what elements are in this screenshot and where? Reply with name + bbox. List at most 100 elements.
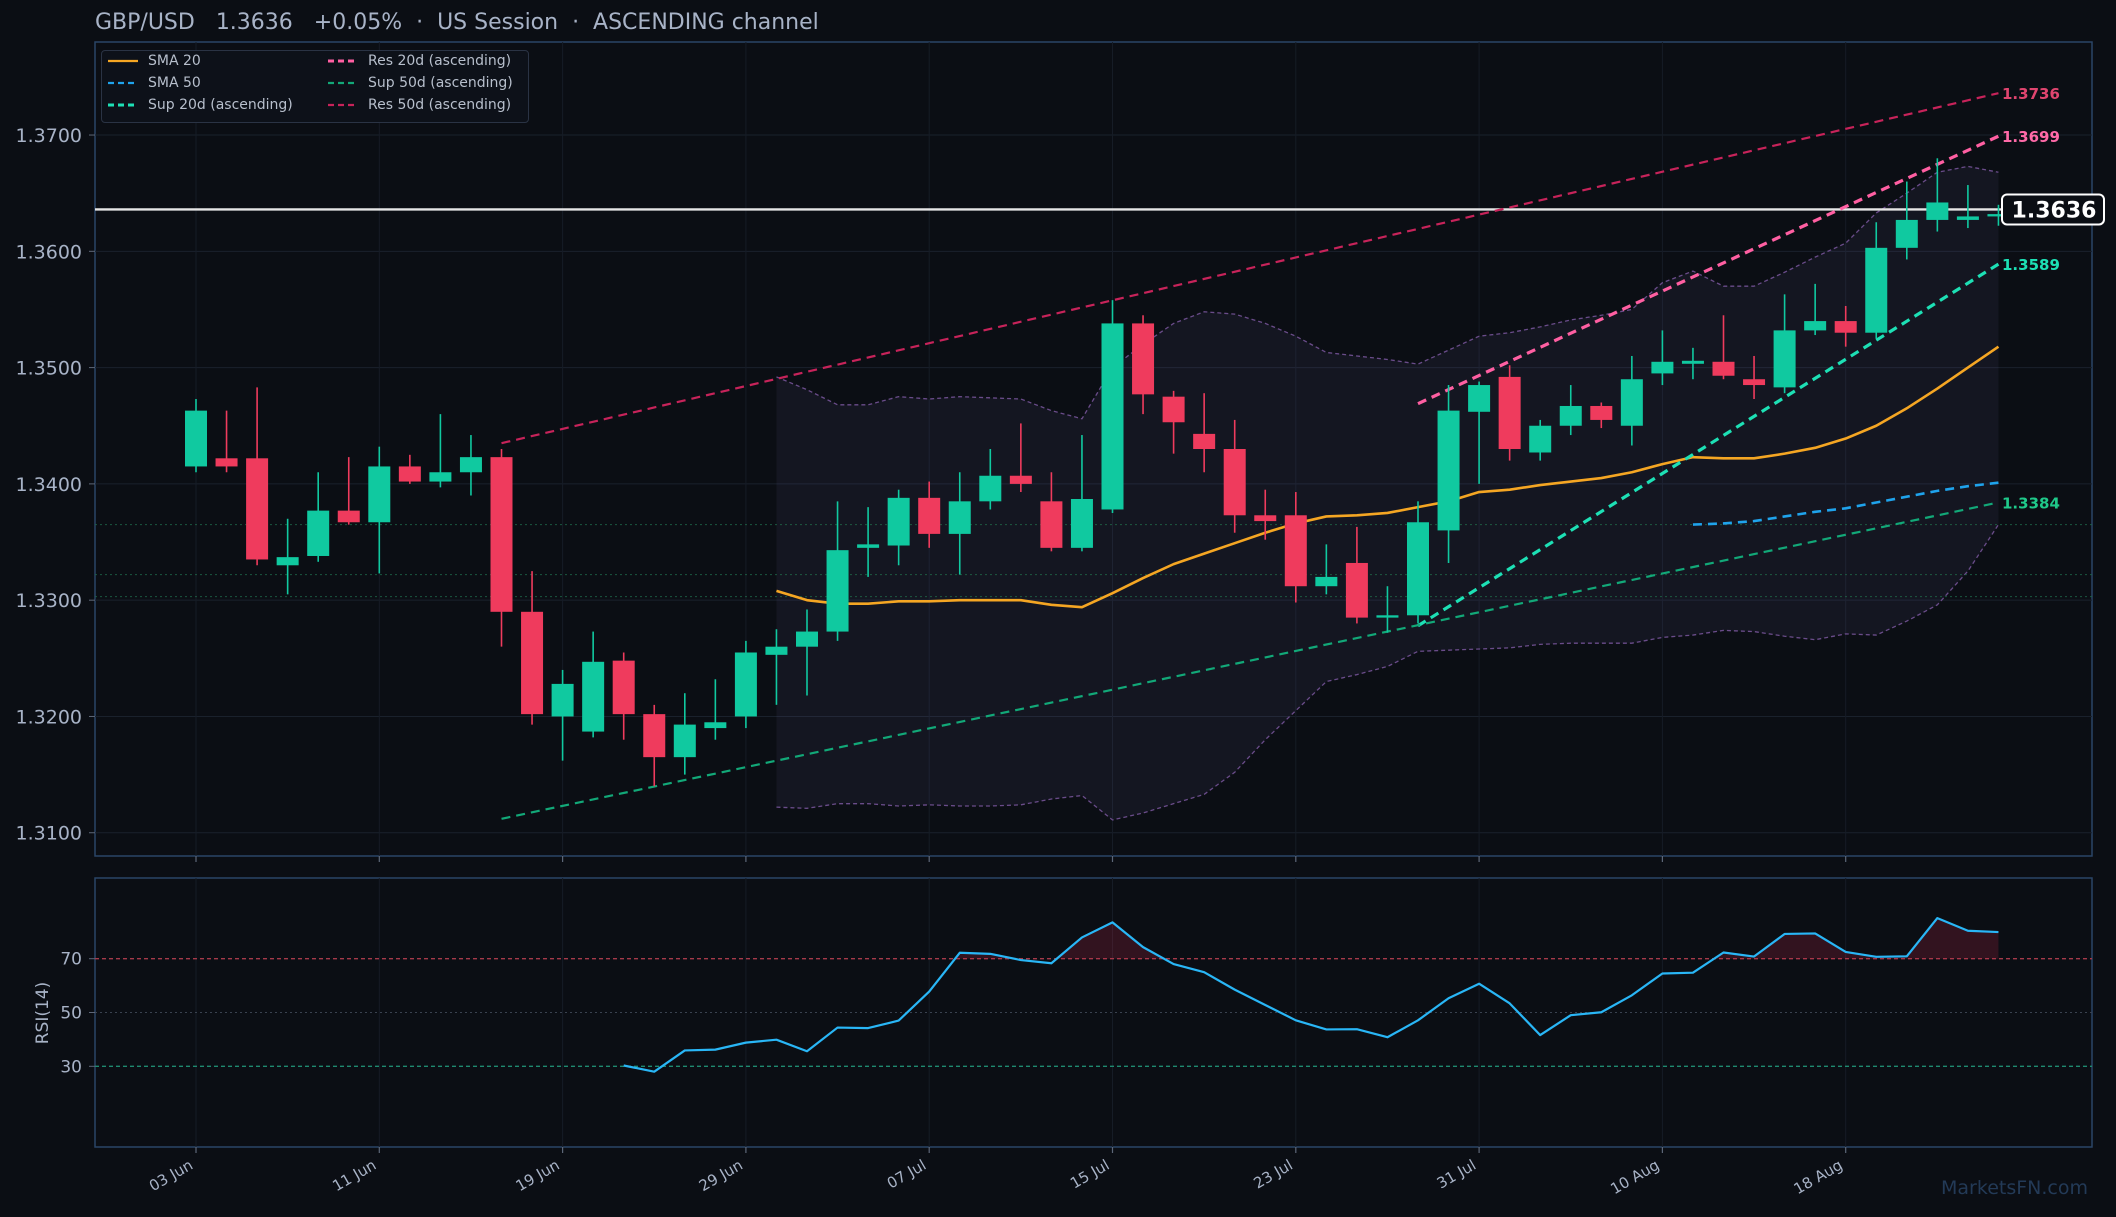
legend-swatch xyxy=(108,59,138,63)
candle-bull xyxy=(1101,323,1124,510)
current-price-tag-label: 1.3636 xyxy=(2012,198,2097,223)
series-sma-50 xyxy=(1692,481,1999,526)
pair-label: GBP/USD xyxy=(95,10,195,35)
candle-bear xyxy=(1040,501,1063,548)
candle-bear xyxy=(1834,321,1857,333)
x-tick-label: 18 Aug xyxy=(1791,1156,1846,1198)
candle-bull xyxy=(1070,499,1093,548)
candle-bear xyxy=(1284,515,1307,587)
legend-swatch xyxy=(108,81,138,85)
series-sup-20d-ascending xyxy=(1417,262,2000,628)
legend: SMA 20 SMA 50 Sup 20d (ascending) Res 20d (… xyxy=(101,50,529,123)
channel-label: ASCENDING channel xyxy=(593,10,819,35)
candle-bear xyxy=(1498,376,1521,449)
candle-bull xyxy=(734,652,757,717)
candle-bull xyxy=(185,410,207,467)
legend-item-sup-20d-ascending: Sup 20d (ascending) xyxy=(102,95,293,115)
legend-label: Sup 50d (ascending) xyxy=(368,75,513,91)
candle-bear xyxy=(1345,562,1368,618)
candle-bull xyxy=(429,472,452,482)
candle-bull xyxy=(1956,216,1979,220)
candle-bull xyxy=(1681,360,1704,364)
candle-bull xyxy=(1804,321,1827,331)
candle-bull xyxy=(796,631,818,647)
level-label: 1.3736 xyxy=(2002,85,2060,103)
rsi-overbought-fill xyxy=(1056,922,1164,959)
candle-bull xyxy=(1987,214,2010,217)
level-label: 1.3384 xyxy=(2002,494,2060,512)
y-tick-label: 1.3500 xyxy=(16,358,82,380)
candle-bull xyxy=(1315,576,1338,587)
legend-item-sma-20: SMA 20 xyxy=(102,51,201,71)
candle-bull xyxy=(276,557,299,566)
candle-bull xyxy=(1773,330,1796,388)
x-tick-label: 19 Jun xyxy=(513,1156,563,1195)
y-tick-label: 1.3400 xyxy=(16,474,82,496)
legend-label: Res 50d (ascending) xyxy=(368,97,512,113)
level-label: 1.3699 xyxy=(2002,128,2060,146)
candle-bull xyxy=(1559,405,1582,426)
candle-bull xyxy=(1437,410,1460,531)
candle-bull xyxy=(1895,219,1918,248)
candle-bear xyxy=(337,510,360,523)
current-price-tag xyxy=(2001,193,2105,226)
candle-bear xyxy=(1254,515,1277,522)
candle-bull xyxy=(368,466,391,523)
candle-bear xyxy=(643,714,666,758)
candle-bear xyxy=(398,466,421,482)
legend-swatch xyxy=(328,81,358,85)
candle-bear xyxy=(1132,323,1155,395)
y-tick-label: 1.3200 xyxy=(16,706,82,728)
level-label: 1.3589 xyxy=(2002,256,2060,274)
candle-bear xyxy=(1712,361,1735,376)
y-tick-label: 1.3100 xyxy=(16,823,82,845)
candle-bull xyxy=(1620,379,1643,426)
x-tick-label: 15 Jul xyxy=(1067,1156,1112,1193)
candle-bear xyxy=(215,458,238,467)
bollinger-lower-line xyxy=(776,524,1999,821)
legend-item-res-50d-ascending: Res 50d (ascending) xyxy=(322,95,511,115)
candle-bear xyxy=(918,497,941,534)
x-tick-label: 07 Jul xyxy=(884,1156,929,1193)
legend-label: SMA 50 xyxy=(148,75,201,91)
candle-bull xyxy=(551,683,574,717)
candle-bull xyxy=(459,457,482,473)
watermark: MarketsFN.com xyxy=(1941,1177,2088,1199)
x-tick-label: 29 Jun xyxy=(696,1156,746,1195)
rsi-tick-label: 70 xyxy=(60,950,82,970)
candle-bear xyxy=(1162,396,1185,423)
legend-item-res-20d-ascending: Res 20d (ascending) xyxy=(322,51,511,71)
change-value: +0.05% xyxy=(313,10,403,35)
rsi-panel-frame xyxy=(94,877,2093,1148)
legend-swatch xyxy=(328,103,358,107)
rsi-overbought-fill xyxy=(1714,918,1999,959)
y-tick-label: 1.3700 xyxy=(16,125,82,147)
candle-bull xyxy=(582,661,605,732)
series-res-20d-ascending xyxy=(1417,134,2000,406)
candle-bull xyxy=(1529,425,1552,453)
candle-bull xyxy=(1926,202,1949,220)
candle-bull xyxy=(704,722,727,729)
rsi-overbought-fill xyxy=(955,952,1015,959)
candle-bull xyxy=(1468,385,1491,412)
candle-bull xyxy=(887,497,910,546)
candle-bull xyxy=(948,501,971,534)
y-tick-label: 1.3300 xyxy=(16,590,82,612)
x-tick-label: 23 Jul xyxy=(1250,1156,1295,1193)
legend-swatch xyxy=(328,59,358,63)
series-sup-50d-ascending xyxy=(501,501,1999,820)
price-value: 1.3636 xyxy=(215,10,293,35)
x-tick-label: 11 Jun xyxy=(329,1156,379,1195)
x-tick-label: 03 Jun xyxy=(146,1156,196,1195)
chart-title: GBP/USD 1.3636 +0.05% · US Session · ASC… xyxy=(95,10,819,35)
session-label: US Session xyxy=(437,10,559,35)
candle-bull xyxy=(1376,615,1399,618)
candle-bear xyxy=(612,660,635,715)
bollinger-upper-line xyxy=(776,165,1999,420)
candle-bear xyxy=(1193,433,1216,449)
candle-bull xyxy=(979,475,1002,502)
candle-bull xyxy=(673,724,696,758)
legend-label: Res 20d (ascending) xyxy=(368,53,512,69)
candle-bear xyxy=(1590,405,1613,420)
